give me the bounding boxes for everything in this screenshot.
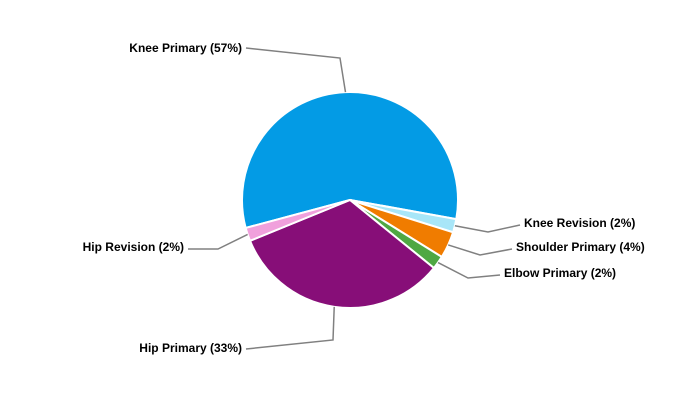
- leader-line: [447, 244, 513, 256]
- pie-slice: [241, 91, 459, 230]
- slice-label: Knee Revision (2%): [524, 216, 635, 230]
- leader-line: [188, 233, 248, 250]
- slice-label: Knee Primary (57%): [129, 41, 242, 55]
- pie-slice: [244, 199, 351, 243]
- leader-line: [454, 224, 521, 233]
- slice-label: Hip Revision (2%): [83, 240, 184, 254]
- slice-label: Shoulder Primary (4%): [516, 240, 645, 254]
- slice-label: Hip Primary (33%): [139, 341, 242, 355]
- leader-line: [245, 306, 335, 350]
- slice-label: Elbow Primary (2%): [504, 266, 616, 280]
- leader-line: [437, 261, 501, 279]
- leader-line: [245, 47, 347, 93]
